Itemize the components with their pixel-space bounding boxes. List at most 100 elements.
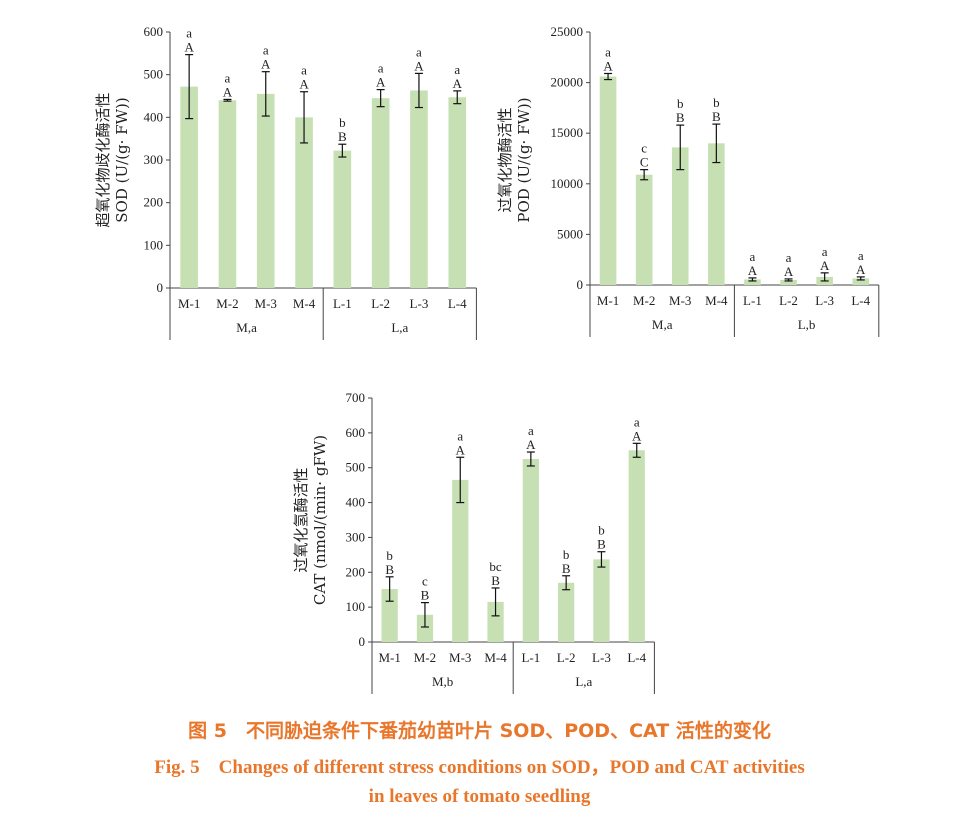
significance-letter-upper: A: [748, 263, 758, 278]
y-axis-label: 过氧化氢酶活性CAT (nmol/(min· gFW): [292, 435, 329, 605]
significance-letter-upper: B: [385, 562, 394, 577]
significance-letter-upper: C: [640, 155, 649, 170]
y-axis-label-english: SOD (U/(g· FW)): [113, 97, 131, 222]
significance-letter-lower: a: [750, 249, 756, 264]
x-category-label: L-1: [743, 293, 762, 308]
y-axis-label-chinese: 过氧化氢酶活性: [292, 467, 310, 572]
x-category-label: M-2: [633, 293, 655, 308]
y-tick-label: 0: [359, 634, 366, 649]
bar: [522, 459, 539, 642]
x-category-label: L-2: [371, 296, 390, 311]
bar: [671, 147, 689, 285]
y-tick-label: 300: [346, 529, 366, 544]
x-category-label: L-3: [815, 293, 834, 308]
significance-letter-lower: a: [822, 244, 828, 259]
y-tick-label: 200: [144, 195, 164, 210]
bar: [558, 582, 575, 642]
bar: [593, 559, 610, 642]
significance-letter-upper: B: [676, 110, 685, 125]
bar: [744, 279, 761, 285]
y-tick-label: 20000: [551, 75, 584, 90]
bar: [487, 601, 504, 642]
pod-chart: 0 5000 10000 15000 20000 25000 Aa M-1 Cc M-2 Bb M-3…: [496, 24, 880, 337]
bar: [852, 278, 870, 285]
group-label: L,b: [798, 317, 816, 332]
significance-letter-upper: A: [632, 428, 642, 443]
y-tick-label: 10000: [551, 176, 584, 191]
x-category-label: M-1: [178, 296, 200, 311]
significance-letter-upper: A: [784, 264, 794, 279]
significance-letter-lower: a: [457, 428, 463, 443]
x-category-label: M-1: [378, 650, 400, 665]
bar: [333, 150, 352, 288]
bar: [416, 614, 434, 642]
significance-letter-upper: A: [456, 442, 466, 457]
x-category-label: L-1: [521, 650, 540, 665]
y-tick-label: 5000: [557, 226, 583, 241]
significance-letter-upper: B: [562, 561, 571, 576]
x-category-label: M-4: [293, 296, 316, 311]
significance-letter-lower: c: [641, 141, 647, 156]
significance-letter-lower: bc: [489, 559, 502, 574]
bar: [780, 279, 797, 285]
significance-letter-lower: a: [528, 423, 534, 438]
x-category-label: L-3: [410, 296, 429, 311]
y-tick-label: 700: [346, 390, 366, 405]
bar: [628, 450, 645, 642]
y-tick-label: 0: [157, 280, 164, 295]
bar: [708, 143, 725, 285]
group-label: L,a: [575, 674, 592, 689]
significance-letter-lower: a: [605, 44, 611, 59]
bar: [256, 93, 275, 288]
x-category-label: M-3: [669, 293, 691, 308]
bar: [452, 479, 469, 642]
cat-chart: 0 100 200 300 400 500 600 700 Bb M-1 Bc M-2 Aa M-3 Bbc…: [292, 390, 655, 694]
significance-letter-upper: B: [338, 129, 347, 144]
y-tick-label: 500: [346, 460, 366, 475]
group-label: M,b: [432, 674, 453, 689]
y-tick-label: 400: [346, 495, 366, 510]
y-tick-label: 0: [577, 277, 584, 292]
y-tick-label: 400: [144, 109, 164, 124]
significance-letter-upper: A: [223, 84, 233, 99]
significance-letter-lower: a: [225, 70, 231, 85]
x-category-label: M-2: [216, 296, 238, 311]
group-label: L,a: [391, 320, 408, 335]
significance-letter-upper: A: [184, 40, 194, 55]
figure-caption-english-line1: Fig. 5 Changes of different stress condi…: [154, 757, 805, 778]
significance-letter-upper: A: [453, 76, 463, 91]
significance-letter-lower: b: [713, 95, 720, 110]
group-label: M,a: [652, 317, 673, 332]
bar: [180, 86, 198, 288]
significance-letter-lower: a: [786, 250, 792, 265]
significance-letter-lower: b: [386, 548, 393, 563]
x-category-label: L-4: [851, 293, 870, 308]
significance-letter-upper: A: [820, 258, 830, 273]
bar: [218, 100, 237, 289]
significance-letter-upper: A: [299, 77, 309, 92]
significance-letter-upper: A: [376, 75, 386, 90]
significance-letter-lower: a: [634, 414, 640, 429]
x-category-label: M-3: [255, 296, 277, 311]
bar: [295, 117, 313, 288]
y-axis-label: 超氧化物歧化酶活性SOD (U/(g· FW)): [94, 92, 131, 227]
significance-letter-lower: a: [301, 63, 307, 78]
x-category-label: M-4: [705, 293, 728, 308]
significance-letter-lower: a: [378, 61, 384, 76]
y-tick-label: 500: [144, 67, 164, 82]
x-category-label: L-2: [557, 650, 576, 665]
significance-letter-lower: b: [677, 96, 684, 111]
bar: [635, 174, 653, 285]
figure-caption-english-line2: in leaves of tomato seedling: [368, 786, 591, 807]
y-tick-label: 300: [144, 152, 164, 167]
figure-canvas: 0 100 200 300 400 500 600 Aa M-1 Aa M-2 Aa M-3 Aa M-4 B…: [94, 24, 880, 694]
y-axis-label-english: CAT (nmol/(min· gFW): [311, 435, 329, 605]
x-category-label: L-4: [448, 296, 467, 311]
significance-letter-upper: B: [491, 573, 500, 588]
significance-letter-upper: A: [261, 57, 271, 72]
bar: [599, 76, 617, 285]
significance-letter-lower: b: [563, 547, 570, 562]
bar: [410, 90, 428, 288]
significance-letter-upper: A: [414, 58, 424, 73]
y-tick-label: 15000: [551, 125, 584, 140]
